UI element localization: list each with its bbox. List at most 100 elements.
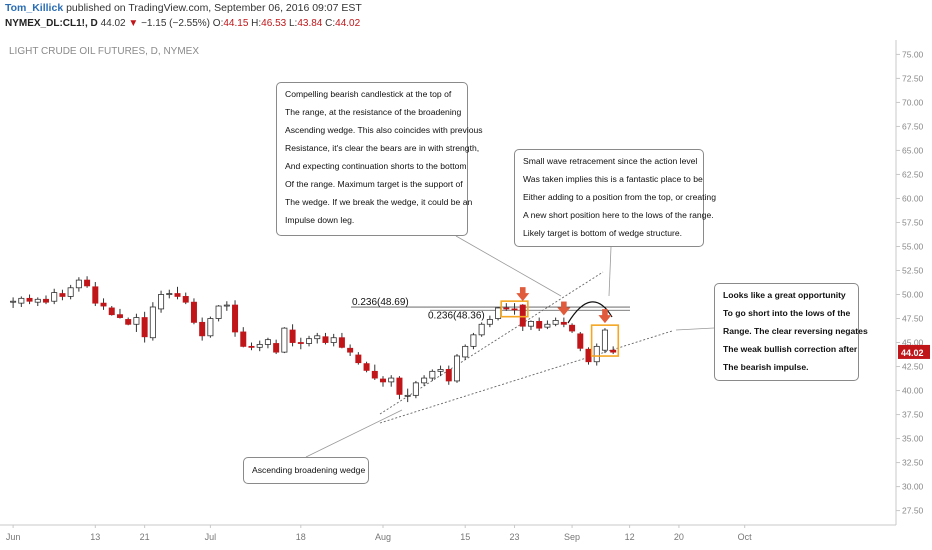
callout-broadening-wedge[interactable]: Ascending broadening wedge	[243, 457, 369, 484]
bullish-candle	[486, 319, 493, 325]
time-tick-label: 18	[296, 532, 306, 542]
arrow-shaft	[602, 309, 608, 317]
bullish-candle	[10, 300, 17, 303]
price-badge-label: 44.02	[901, 348, 924, 358]
candles-layer	[10, 276, 617, 403]
bullish-candle	[281, 327, 288, 353]
bullish-candle	[256, 344, 263, 348]
price-change: −1.15 (−2.55%)	[141, 18, 211, 29]
bearish-candle	[503, 307, 510, 310]
time-tick-label: Jul	[205, 532, 217, 542]
bearish-candle	[371, 370, 378, 379]
price-tick-label: 55.00	[902, 241, 924, 251]
arrow-shaft	[519, 287, 526, 295]
low-label: L:	[288, 18, 298, 29]
chart-title: LIGHT CRUDE OIL FUTURES, D, NYMEX	[9, 46, 199, 57]
bearish-candle	[273, 343, 280, 353]
bullish-candle	[404, 394, 411, 397]
bearish-candle	[585, 348, 592, 363]
bearish-candle	[84, 279, 91, 287]
bullish-candle	[215, 305, 222, 319]
bullish-candle	[429, 370, 436, 379]
price-tick-label: 72.50	[902, 73, 924, 83]
bearish-candle	[363, 363, 370, 371]
arrow-head	[516, 293, 530, 302]
price-tick-label: 42.50	[902, 362, 924, 372]
bearish-candle	[355, 354, 362, 364]
high-label: H:	[251, 18, 262, 29]
callout-line: And expecting continuation shorts to the…	[285, 161, 467, 171]
callout-line: The wedge. If we break the wedge, it cou…	[285, 197, 473, 207]
bearish-candle	[125, 319, 132, 325]
price-tick-label: 45.00	[902, 338, 924, 348]
price-tick-label: 67.50	[902, 121, 924, 131]
chart-frame	[0, 40, 897, 526]
callout-bearish-candlestick[interactable]: Compelling bearish candlestick at the to…	[276, 82, 483, 236]
drawing-layer: 0.236(48.69) 0.236(48.36)	[305, 235, 715, 458]
bullish-candle	[527, 320, 534, 327]
price-tick-label: 52.50	[902, 265, 924, 275]
bearish-candle	[380, 378, 387, 383]
callout-line: Ascending wedge. This also coincides wit…	[285, 125, 483, 135]
time-axis[interactable]: Jun 13 21 Jul 18 Aug 15 23 Sep 12 20 Oct	[6, 525, 752, 542]
bullish-candle	[51, 292, 58, 302]
bearish-candle	[511, 308, 518, 311]
bearish-candle	[577, 333, 584, 349]
bullish-candle	[314, 335, 321, 340]
time-tick-label: Jun	[6, 532, 21, 542]
bearish-candle	[445, 369, 452, 382]
down-arrow-icon: ▼	[128, 18, 139, 29]
price-axis[interactable]: 75.00 72.50 70.00 67.50 65.00 62.50 60.00 57.50…	[896, 49, 924, 516]
bullish-candle	[552, 320, 559, 325]
bearish-candle	[232, 304, 239, 333]
price-badge-bg	[898, 344, 930, 359]
arrow-head	[557, 307, 571, 316]
price-tick-label: 57.50	[902, 217, 924, 227]
fib-label: 0.236(48.69)	[352, 297, 409, 308]
author-link[interactable]: Tom_Killick	[5, 2, 64, 14]
close-label: C:	[325, 18, 336, 29]
publish-text: published on TradingView.com, September …	[66, 2, 362, 14]
callout-line: Likely target is bottom of wedge structu…	[523, 228, 683, 238]
bearish-candle	[240, 331, 247, 347]
callout-short-opportunity[interactable]: Looks like a great opportunity To go sho…	[714, 283, 868, 381]
close-value: 44.02	[335, 18, 361, 29]
callout-pointer	[305, 409, 403, 458]
symbol-name[interactable]: NYMEX_DL:CL1!, D	[5, 18, 98, 29]
callout-line: Of the range. Maximum target is the supp…	[285, 179, 463, 189]
callout-line: Either adding to a position from the top…	[523, 192, 716, 202]
bullish-candle	[306, 338, 313, 344]
bearish-candle	[190, 301, 197, 323]
callout-line: The range, at the resistance of the broa…	[285, 107, 462, 117]
price-tick-label: 27.50	[902, 506, 924, 516]
down-arrow-icon	[598, 309, 612, 324]
wedge-lower-trendline	[379, 330, 673, 424]
callout-wave-retracement[interactable]: Small wave retracement since the action …	[514, 149, 716, 247]
time-tick-label: Aug	[375, 532, 391, 542]
bullish-candle	[223, 304, 230, 307]
price-tick-label: 35.00	[902, 434, 924, 444]
last-price-badge: 44.02	[898, 344, 930, 359]
bearish-candle	[174, 293, 181, 297]
open-value: 44.15	[223, 18, 249, 29]
callout-line: Ascending broadening wedge	[252, 465, 366, 475]
low-value: 43.84	[297, 18, 323, 29]
bearish-candle	[289, 329, 296, 343]
time-tick-label: 15	[460, 532, 470, 542]
bullish-candle	[149, 306, 156, 339]
bullish-candle	[478, 323, 485, 336]
bullish-candle	[158, 294, 165, 310]
bearish-candle	[338, 337, 345, 348]
last-price: 44.02	[100, 18, 126, 29]
callout-line: Impulse down leg.	[285, 215, 355, 225]
bullish-candle	[437, 369, 444, 372]
down-arrow-icon	[557, 301, 571, 316]
price-tick-label: 37.50	[902, 410, 924, 420]
bearish-candle	[199, 321, 206, 337]
bullish-candle	[264, 339, 271, 345]
bullish-candle	[544, 323, 551, 328]
bearish-candle	[116, 314, 123, 318]
highlight-box	[590, 324, 620, 357]
arrow-head	[598, 315, 612, 324]
